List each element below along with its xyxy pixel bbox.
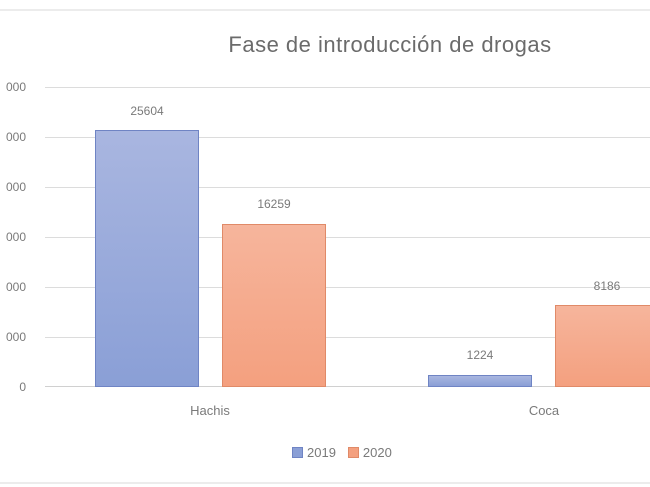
y-tick-label: 000	[5, 230, 26, 244]
bar-hachis-2020	[222, 224, 326, 387]
legend-item-2019: 2019	[292, 445, 336, 460]
x-axis-line	[45, 386, 650, 387]
x-category-label: Coca	[528, 403, 560, 418]
legend-label: 2019	[307, 445, 336, 460]
legend-swatch-icon	[347, 447, 359, 458]
y-tick-label: 000	[5, 130, 26, 144]
gridline	[45, 87, 650, 88]
legend-swatch-icon	[292, 447, 303, 458]
data-label-coca-2020: 8186	[593, 279, 621, 293]
gridline	[45, 187, 650, 188]
bar-coca-2020	[555, 305, 650, 387]
y-tick-label: 000	[5, 280, 26, 294]
y-tick-label: 0	[19, 380, 26, 394]
legend-item-2020: 2020	[347, 445, 392, 460]
gridline	[45, 137, 650, 138]
data-label-coca-2019: 1224	[466, 348, 494, 362]
data-label-hachis-2019: 25604	[130, 104, 164, 118]
y-tick-label: 000	[5, 80, 26, 94]
gridline	[45, 287, 650, 288]
legend-label: 2020	[362, 445, 392, 460]
chart-frame-bottom-border	[0, 482, 650, 484]
legend: 2019 2020	[292, 445, 404, 460]
bar-hachis-2019	[95, 130, 199, 387]
y-tick-label: 000	[5, 330, 26, 344]
chart-title: Fase de introducción de drogas	[228, 32, 552, 57]
chart-frame-top-border	[0, 9, 650, 11]
x-category-label: Hachis	[190, 403, 230, 418]
y-tick-label: 000	[5, 180, 26, 194]
bar-coca-2019	[428, 375, 532, 387]
gridline	[45, 337, 650, 338]
data-label-hachis-2020: 16259	[257, 197, 291, 211]
gridline	[45, 237, 650, 238]
